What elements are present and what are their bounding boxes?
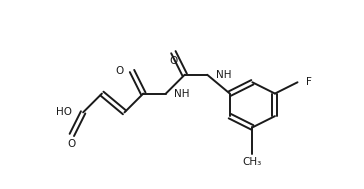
Text: F: F	[306, 77, 312, 87]
Text: HO: HO	[56, 107, 72, 117]
Text: CH₃: CH₃	[243, 156, 262, 167]
Text: O: O	[115, 66, 123, 76]
Text: O: O	[68, 139, 76, 149]
Text: NH: NH	[216, 70, 231, 80]
Text: NH: NH	[174, 89, 190, 99]
Text: O: O	[169, 56, 178, 66]
